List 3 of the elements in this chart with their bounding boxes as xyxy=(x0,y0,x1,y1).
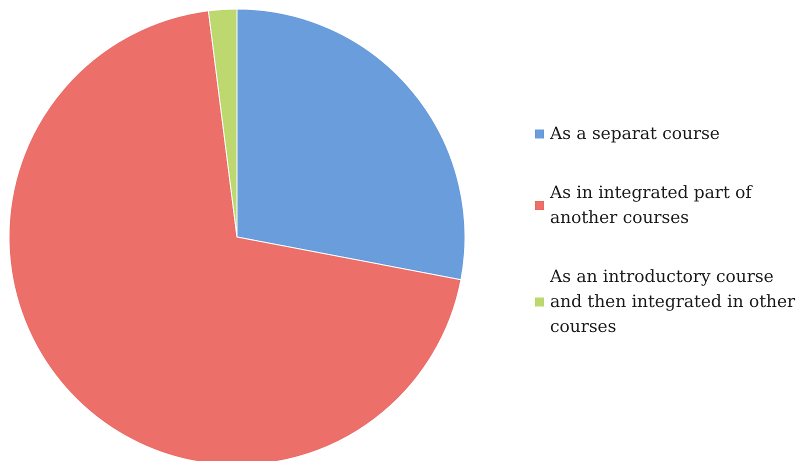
legend-label: As in integrated part of another courses xyxy=(549,183,758,228)
legend-label: As an introductory course and then integrated in other courses xyxy=(549,267,798,337)
legend-label: As a separat course xyxy=(549,124,720,144)
